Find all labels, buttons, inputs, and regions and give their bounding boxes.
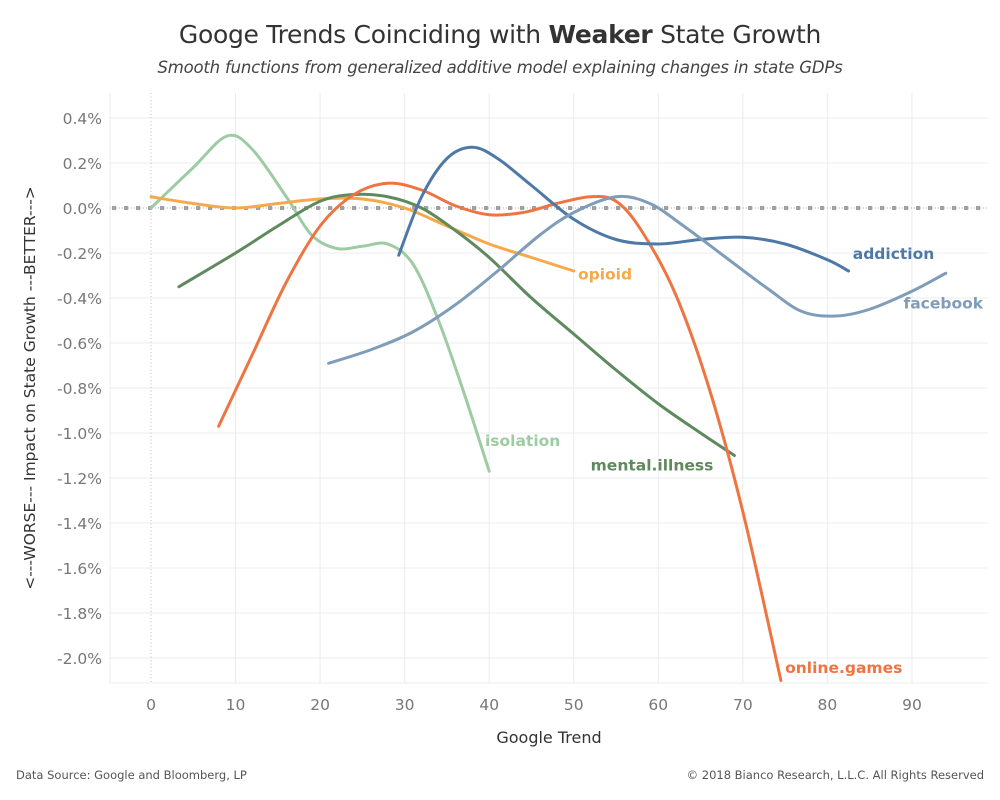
y-tick-label: -0.2% — [57, 245, 102, 263]
y-tick-label: -1.6% — [57, 560, 102, 578]
series-label-facebook: facebook — [903, 295, 983, 313]
grid — [109, 93, 988, 684]
data-source-note: Data Source: Google and Bloomberg, LP — [16, 768, 247, 782]
y-tick-label: -0.8% — [57, 380, 102, 398]
y-tick-label: -2.0% — [57, 650, 102, 668]
x-axis-label: Google Trend — [496, 728, 602, 747]
y-axis-ticks: 0.4% 0.2% 0.0% -0.2% -0.4% -0.6% -0.8% -1.0% -1.… — [57, 110, 102, 668]
series-label-addiction: addiction — [853, 245, 935, 263]
series-label-online-games: online.games — [785, 659, 902, 677]
series-labels: addiction facebook opioid isolation mental.i… — [485, 245, 984, 677]
reference-lines — [110, 93, 988, 683]
series-label-isolation: isolation — [485, 432, 560, 450]
x-tick-label: 30 — [395, 696, 415, 714]
x-axis-ticks: 0 10 20 30 40 50 60 70 80 90 — [146, 696, 922, 714]
title-text-bold: Weaker — [548, 20, 653, 49]
x-tick-label: 60 — [648, 696, 668, 714]
y-tick-label: -1.0% — [57, 425, 102, 443]
series-line-opioid — [149, 195, 576, 273]
x-tick-label: 40 — [479, 696, 499, 714]
series-line-facebook — [327, 194, 948, 365]
y-tick-label: -0.6% — [57, 335, 102, 353]
copyright-note: © 2018 Bianco Research, L.L.C. All Right… — [686, 768, 984, 782]
y-tick-label: -0.4% — [57, 290, 102, 308]
x-tick-label: 70 — [733, 696, 753, 714]
x-tick-label: 90 — [902, 696, 922, 714]
x-tick-label: 80 — [818, 696, 838, 714]
y-tick-label: -1.8% — [57, 605, 102, 623]
chart-title: Googe Trends Coinciding with Weaker Stat… — [0, 20, 1000, 49]
y-tick-label: 0.0% — [63, 200, 102, 218]
x-tick-label: 0 — [146, 696, 156, 714]
title-text-pre: Googe Trends Coinciding with — [178, 20, 549, 49]
series-line-addiction — [397, 145, 851, 273]
x-tick-label: 50 — [564, 696, 584, 714]
y-axis-label: <---WORSE--- Impact on State Growth ---B… — [21, 186, 39, 590]
chart-subtitle: Smooth functions from generalized additi… — [157, 58, 843, 77]
series-line-online-games — [217, 181, 783, 682]
series-lines — [149, 133, 948, 682]
x-tick-label: 10 — [226, 696, 246, 714]
x-tick-label: 20 — [310, 696, 330, 714]
series-label-opioid: opioid — [578, 265, 632, 283]
series-line-mental-illness — [177, 192, 736, 457]
title-text-post: State Growth — [652, 20, 822, 49]
y-tick-label: 0.4% — [63, 110, 102, 128]
series-label-mental-illness: mental.illness — [591, 457, 714, 475]
y-tick-label: -1.4% — [57, 515, 102, 533]
y-tick-label: 0.2% — [63, 155, 102, 173]
y-tick-label: -1.2% — [57, 470, 102, 488]
series-line-isolation — [149, 133, 491, 473]
